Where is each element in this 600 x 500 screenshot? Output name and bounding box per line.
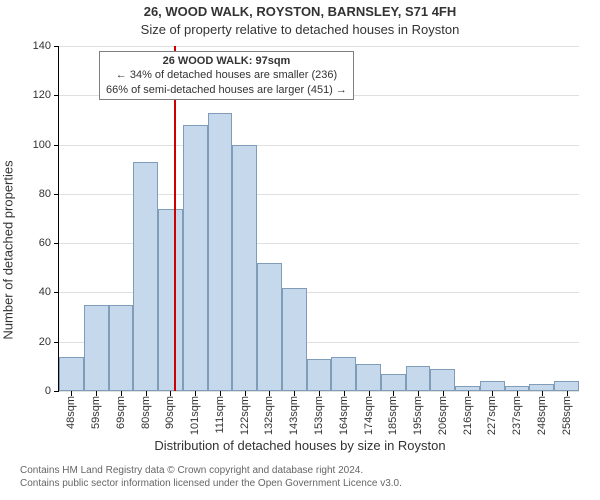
plot-area: 02040608010012014048sqm59sqm69sqm80sqm90… (58, 46, 579, 392)
y-tick (54, 95, 59, 96)
bar (406, 366, 431, 391)
y-tick (54, 145, 59, 146)
y-tick-label: 100 (33, 139, 51, 151)
footer: Contains HM Land Registry data © Crown c… (20, 465, 580, 490)
gridline (59, 145, 579, 146)
x-tick-label: 48sqm (65, 396, 77, 429)
bar (158, 209, 183, 391)
x-tick-label: 174sqm (363, 396, 375, 435)
x-tick-label: 237sqm (511, 396, 523, 435)
bar (109, 305, 134, 391)
x-tick-label: 122sqm (239, 396, 251, 435)
bar (84, 305, 109, 391)
x-tick-label: 227sqm (486, 396, 498, 435)
chart-subtitle: Size of property relative to detached ho… (0, 22, 600, 37)
bar (356, 364, 381, 391)
x-tick-label: 195sqm (412, 396, 424, 435)
y-tick-label: 80 (39, 188, 51, 200)
x-tick-label: 216sqm (462, 396, 474, 435)
chart-title: 26, WOOD WALK, ROYSTON, BARNSLEY, S71 4F… (0, 4, 600, 19)
x-tick-label: 153sqm (313, 396, 325, 435)
footer-line-2: Contains public sector information licen… (20, 478, 580, 491)
bar (282, 288, 307, 392)
annotation-line-1: ← 34% of detached houses are smaller (23… (106, 68, 347, 82)
annotation-line-2: 66% of semi-detached houses are larger (… (106, 83, 347, 97)
bar (430, 369, 455, 391)
bar (529, 384, 554, 391)
bar (133, 162, 158, 391)
x-tick-label: 248sqm (536, 396, 548, 435)
x-tick-label: 69sqm (115, 396, 127, 429)
footer-line-1: Contains HM Land Registry data © Crown c… (20, 465, 580, 478)
gridline (59, 46, 579, 47)
x-tick-label: 90sqm (164, 396, 176, 429)
bar (232, 145, 257, 391)
y-tick-label: 120 (33, 89, 51, 101)
x-tick-label: 258sqm (561, 396, 573, 435)
y-tick (54, 243, 59, 244)
y-tick (54, 342, 59, 343)
x-tick-label: 80sqm (140, 396, 152, 429)
x-tick-label: 143sqm (288, 396, 300, 435)
bar (257, 263, 282, 391)
bar (307, 359, 332, 391)
bar (208, 113, 233, 391)
chart-container: 26, WOOD WALK, ROYSTON, BARNSLEY, S71 4F… (0, 0, 600, 500)
bar (381, 374, 406, 391)
x-axis-label: Distribution of detached houses by size … (0, 438, 600, 453)
bar (554, 381, 579, 391)
y-tick-label: 0 (45, 385, 51, 397)
x-tick-label: 59sqm (90, 396, 102, 429)
y-tick-label: 140 (33, 40, 51, 52)
y-tick (54, 391, 59, 392)
bar (59, 357, 84, 392)
x-tick-label: 206sqm (437, 396, 449, 435)
x-tick-label: 111sqm (214, 396, 226, 434)
y-tick (54, 46, 59, 47)
y-tick (54, 292, 59, 293)
bar (331, 357, 356, 392)
bar (183, 125, 208, 391)
y-tick-label: 20 (39, 336, 51, 348)
y-axis-label: Number of detached properties (0, 160, 15, 339)
bar (480, 381, 505, 391)
x-tick-label: 164sqm (338, 396, 350, 435)
x-tick-label: 132sqm (263, 396, 275, 435)
x-tick-label: 101sqm (189, 396, 201, 435)
y-tick-label: 60 (39, 237, 51, 249)
y-tick (54, 194, 59, 195)
x-tick-label: 185sqm (387, 396, 399, 435)
annotation-header: 26 WOOD WALK: 97sqm (106, 54, 347, 68)
y-tick-label: 40 (39, 286, 51, 298)
annotation-box: 26 WOOD WALK: 97sqm← 34% of detached hou… (99, 51, 354, 100)
